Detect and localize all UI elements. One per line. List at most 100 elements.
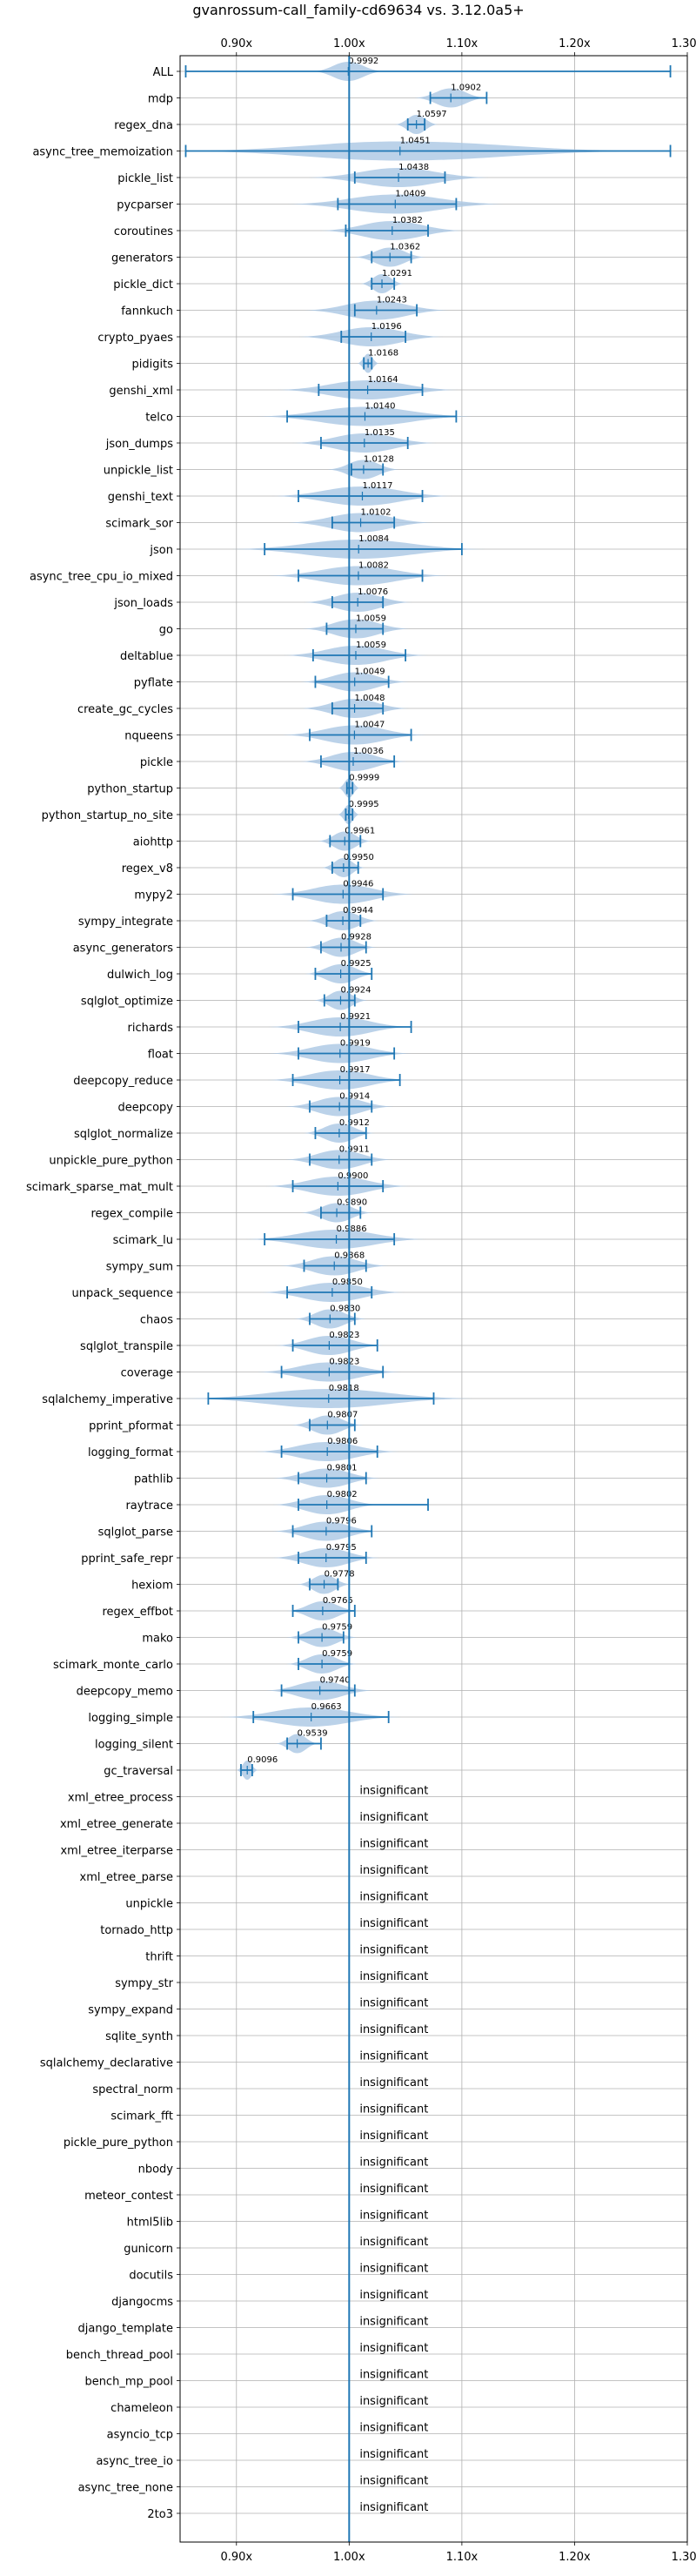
benchmark-label: sympy_integrate [78,916,173,929]
grid [180,56,688,2542]
benchmark-label: meteor_contest [84,2190,173,2203]
benchmark-violin: 0.9886 [245,1224,427,1249]
benchmark-label: chaos [140,1314,173,1327]
value-label: 1.0140 [365,402,395,412]
benchmark-label: scimark_sor [105,518,173,531]
insignificant-label: insignificant [359,1997,428,2010]
benchmark-violin: 0.9999 [338,774,379,798]
insignificant-label: insignificant [359,1917,428,1930]
benchmark-violin: 0.9663 [221,1702,402,1727]
benchmark-label: async_tree_cpu_io_mixed [30,571,173,584]
value-label: 0.9830 [330,1305,360,1314]
benchmark-violin: 0.9946 [271,880,416,904]
benchmark-violin: 1.0059 [301,614,411,639]
benchmark-label: scimark_lu [113,1234,173,1247]
benchmark-label: gunicorn [124,2243,173,2256]
benchmark-label: sqlalchemy_declarative [40,2057,173,2070]
benchmark-label: richards [128,1022,174,1035]
x-tick-label-bottom: 1.20x [559,2551,591,2564]
benchmark-label: spectral_norm [92,2083,173,2096]
value-label: 1.0291 [382,269,412,278]
benchmark-label: go [159,624,173,637]
x-tick-label-top: 1.00x [333,37,365,50]
value-label: 0.9900 [338,1171,368,1181]
benchmark-label: float [148,1049,173,1062]
value-label: 0.9944 [343,906,373,916]
insignificant-label: insignificant [359,2501,428,2514]
x-tick-label-bottom: 1.30x [672,2551,696,2564]
chart-marks: 0.9992 1.0902 1.0597 1.0451 1.0438 1.0409 1.03… [180,56,672,2542]
benchmark-label: deepcopy [117,1102,173,1115]
benchmark-label: sqlite_synth [105,2030,173,2043]
benchmark-label: mdp [148,93,173,106]
benchmark-label: hexiom [131,1580,173,1593]
value-label: 0.9740 [320,1676,351,1686]
value-label: 0.9539 [298,1729,328,1739]
insignificant-label: insignificant [359,2236,428,2249]
insignificant-label: insignificant [359,2103,428,2116]
insignificant-label: insignificant [359,1891,428,1904]
benchmark-label: xml_etree_parse [80,1871,173,1884]
benchmark-label: python_startup_no_site [42,809,173,822]
value-label: 0.9886 [337,1224,367,1234]
benchmark-label: pickle_dict [113,278,173,292]
value-label: 1.0048 [355,694,385,703]
benchmark-violin: 1.0049 [300,667,409,692]
chart-title: gvanrossum-call_family-cd69634 vs. 3.12.… [192,2,524,19]
benchmark-label: sympy_str [115,1977,173,1990]
benchmark-label: unpack_sequence [71,1287,173,1300]
benchmark-label: sqlglot_parse [98,1526,173,1540]
value-label: 1.0059 [356,614,386,624]
benchmark-label: djangocms [111,2296,173,2309]
benchmark-violin: 1.0036 [298,747,408,771]
benchmark-label: gc_traversal [104,1765,173,1778]
benchmark-violin: 1.0382 [319,216,465,240]
x-tick-label-bottom: 0.90x [220,2551,252,2564]
benchmark-label: coroutines [114,225,173,238]
benchmark-violin: 0.9917 [267,1065,412,1090]
benchmark-violin: 0.9802 [272,1490,429,1514]
benchmark-label: raytrace [125,1499,173,1513]
value-label: 0.9823 [329,1358,359,1367]
value-label: 0.9917 [340,1065,371,1075]
value-label: 1.0409 [395,190,425,199]
benchmark-label: async_tree_io [96,2455,173,2468]
insignificant-label: insignificant [359,1785,428,1798]
benchmark-label: pickle [140,756,173,769]
value-label: 1.0117 [362,481,392,491]
value-label: 1.0047 [354,721,385,730]
benchmark-label: unpickle [125,1898,173,1911]
benchmark-violin: 1.0409 [286,190,504,214]
benchmark-label: thrift [145,1951,173,1964]
benchmark-label: python_startup [87,783,173,796]
value-label: 0.9890 [337,1198,367,1208]
benchmark-violin: 1.0451 [180,137,672,161]
insignificant-label: insignificant [359,2263,428,2276]
value-label: 0.9765 [323,1596,353,1606]
value-label: 1.0036 [353,747,384,756]
benchmark-label: sympy_sum [106,1261,173,1274]
benchmark-violin: 1.0140 [257,402,473,426]
benchmark-label: mypy2 [134,889,173,902]
benchmark-label: pyflate [134,677,173,690]
plot-frame [179,55,688,2543]
benchmark-violin: 1.0291 [360,269,412,293]
benchmark-label: json [149,544,173,557]
x-axis: 0.90x 0.90x 1.00x 1.00x 1.10x 1.10x 1.20x 1.20x… [177,37,696,2564]
benchmark-violin: 1.0082 [268,561,449,586]
benchmark-label: pickle_list [117,172,173,185]
insignificant-label: insignificant [359,2395,428,2408]
x-tick-label-top: 1.30x [672,37,696,50]
benchmark-violin: 1.0084 [232,534,485,559]
benchmark-violin: 1.0164 [277,375,458,399]
benchmark-violin: 0.9925 [304,959,378,983]
value-label: 0.9912 [339,1118,370,1128]
value-label: 0.9663 [311,1702,342,1712]
benchmark-violin: 0.9796 [271,1517,381,1541]
value-label: 0.9921 [340,1012,371,1022]
benchmark-violin: 0.9992 [184,57,672,81]
benchmark-label: tornado_http [100,1924,173,1937]
benchmark-violin: 0.9912 [303,1118,376,1143]
benchmark-violin: 0.9890 [300,1198,373,1223]
